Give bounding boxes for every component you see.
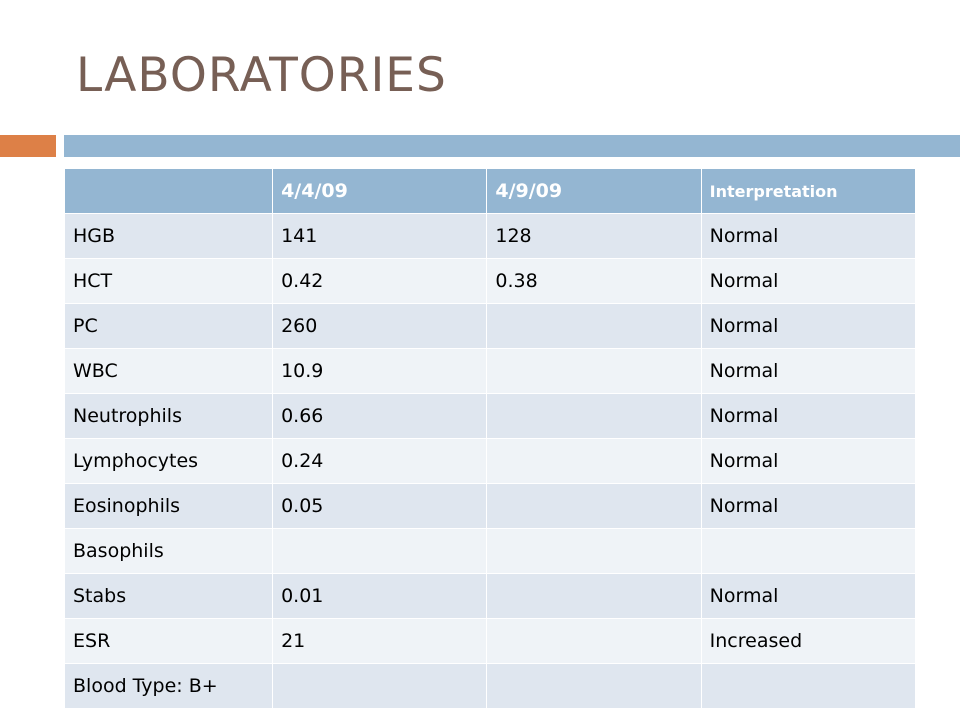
table-row: PC 260 Normal xyxy=(63,303,917,349)
test-name: HCT xyxy=(63,258,274,304)
value-date-2 xyxy=(486,528,702,574)
header-date-1: 4/4/09 xyxy=(272,168,488,214)
test-name: Stabs xyxy=(63,573,274,619)
table-row: Blood Type: B+ xyxy=(63,663,917,709)
value-date-1 xyxy=(272,528,488,574)
table-header-row: 4/4/09 4/9/09 Interpretation xyxy=(63,168,917,214)
value-date-1: 0.66 xyxy=(272,393,488,439)
table-row: ESR 21 Increased xyxy=(63,618,917,664)
value-date-2 xyxy=(486,348,702,394)
test-name: ESR xyxy=(63,618,274,664)
accent-bar-blue xyxy=(64,135,960,157)
value-date-1: 0.24 xyxy=(272,438,488,484)
table-row: Stabs 0.01 Normal xyxy=(63,573,917,619)
test-name: PC xyxy=(63,303,274,349)
table-row: WBC 10.9 Normal xyxy=(63,348,917,394)
interpretation xyxy=(700,663,917,709)
value-date-2 xyxy=(486,393,702,439)
test-name: Basophils xyxy=(63,528,274,574)
test-name: HGB xyxy=(63,213,274,259)
value-date-1: 0.42 xyxy=(272,258,488,304)
header-test xyxy=(63,168,274,214)
value-date-2 xyxy=(486,438,702,484)
header-interpretation: Interpretation xyxy=(700,168,917,214)
interpretation: Normal xyxy=(700,483,917,529)
interpretation xyxy=(700,528,917,574)
header-date-2: 4/9/09 xyxy=(486,168,702,214)
interpretation: Increased xyxy=(700,618,917,664)
table-row: Neutrophils 0.66 Normal xyxy=(63,393,917,439)
interpretation: Normal xyxy=(700,438,917,484)
value-date-2 xyxy=(486,663,702,709)
value-date-2 xyxy=(486,483,702,529)
test-name: Eosinophils xyxy=(63,483,274,529)
value-date-1: 141 xyxy=(272,213,488,259)
value-date-1: 0.01 xyxy=(272,573,488,619)
test-name: WBC xyxy=(63,348,274,394)
test-name: Neutrophils xyxy=(63,393,274,439)
table-row: Eosinophils 0.05 Normal xyxy=(63,483,917,529)
table-row: HGB 141 128 Normal xyxy=(63,213,917,259)
table-row: Lymphocytes 0.24 Normal xyxy=(63,438,917,484)
value-date-2: 0.38 xyxy=(486,258,702,304)
interpretation: Normal xyxy=(700,348,917,394)
test-name: Blood Type: B+ xyxy=(63,663,274,709)
test-name: Lymphocytes xyxy=(63,438,274,484)
interpretation: Normal xyxy=(700,213,917,259)
table-row: HCT 0.42 0.38 Normal xyxy=(63,258,917,304)
value-date-2 xyxy=(486,303,702,349)
interpretation: Normal xyxy=(700,303,917,349)
value-date-2 xyxy=(486,573,702,619)
value-date-1: 10.9 xyxy=(272,348,488,394)
interpretation: Normal xyxy=(700,573,917,619)
value-date-1 xyxy=(272,663,488,709)
value-date-2 xyxy=(486,618,702,664)
interpretation: Normal xyxy=(700,393,917,439)
table-row: Basophils xyxy=(63,528,917,574)
accent-bar-orange xyxy=(0,135,56,157)
slide-title: LABORATORIES xyxy=(76,48,447,103)
value-date-2: 128 xyxy=(486,213,702,259)
interpretation: Normal xyxy=(700,258,917,304)
value-date-1: 0.05 xyxy=(272,483,488,529)
value-date-1: 260 xyxy=(272,303,488,349)
lab-results-table: 4/4/09 4/9/09 Interpretation HGB 141 128… xyxy=(63,168,917,709)
value-date-1: 21 xyxy=(272,618,488,664)
